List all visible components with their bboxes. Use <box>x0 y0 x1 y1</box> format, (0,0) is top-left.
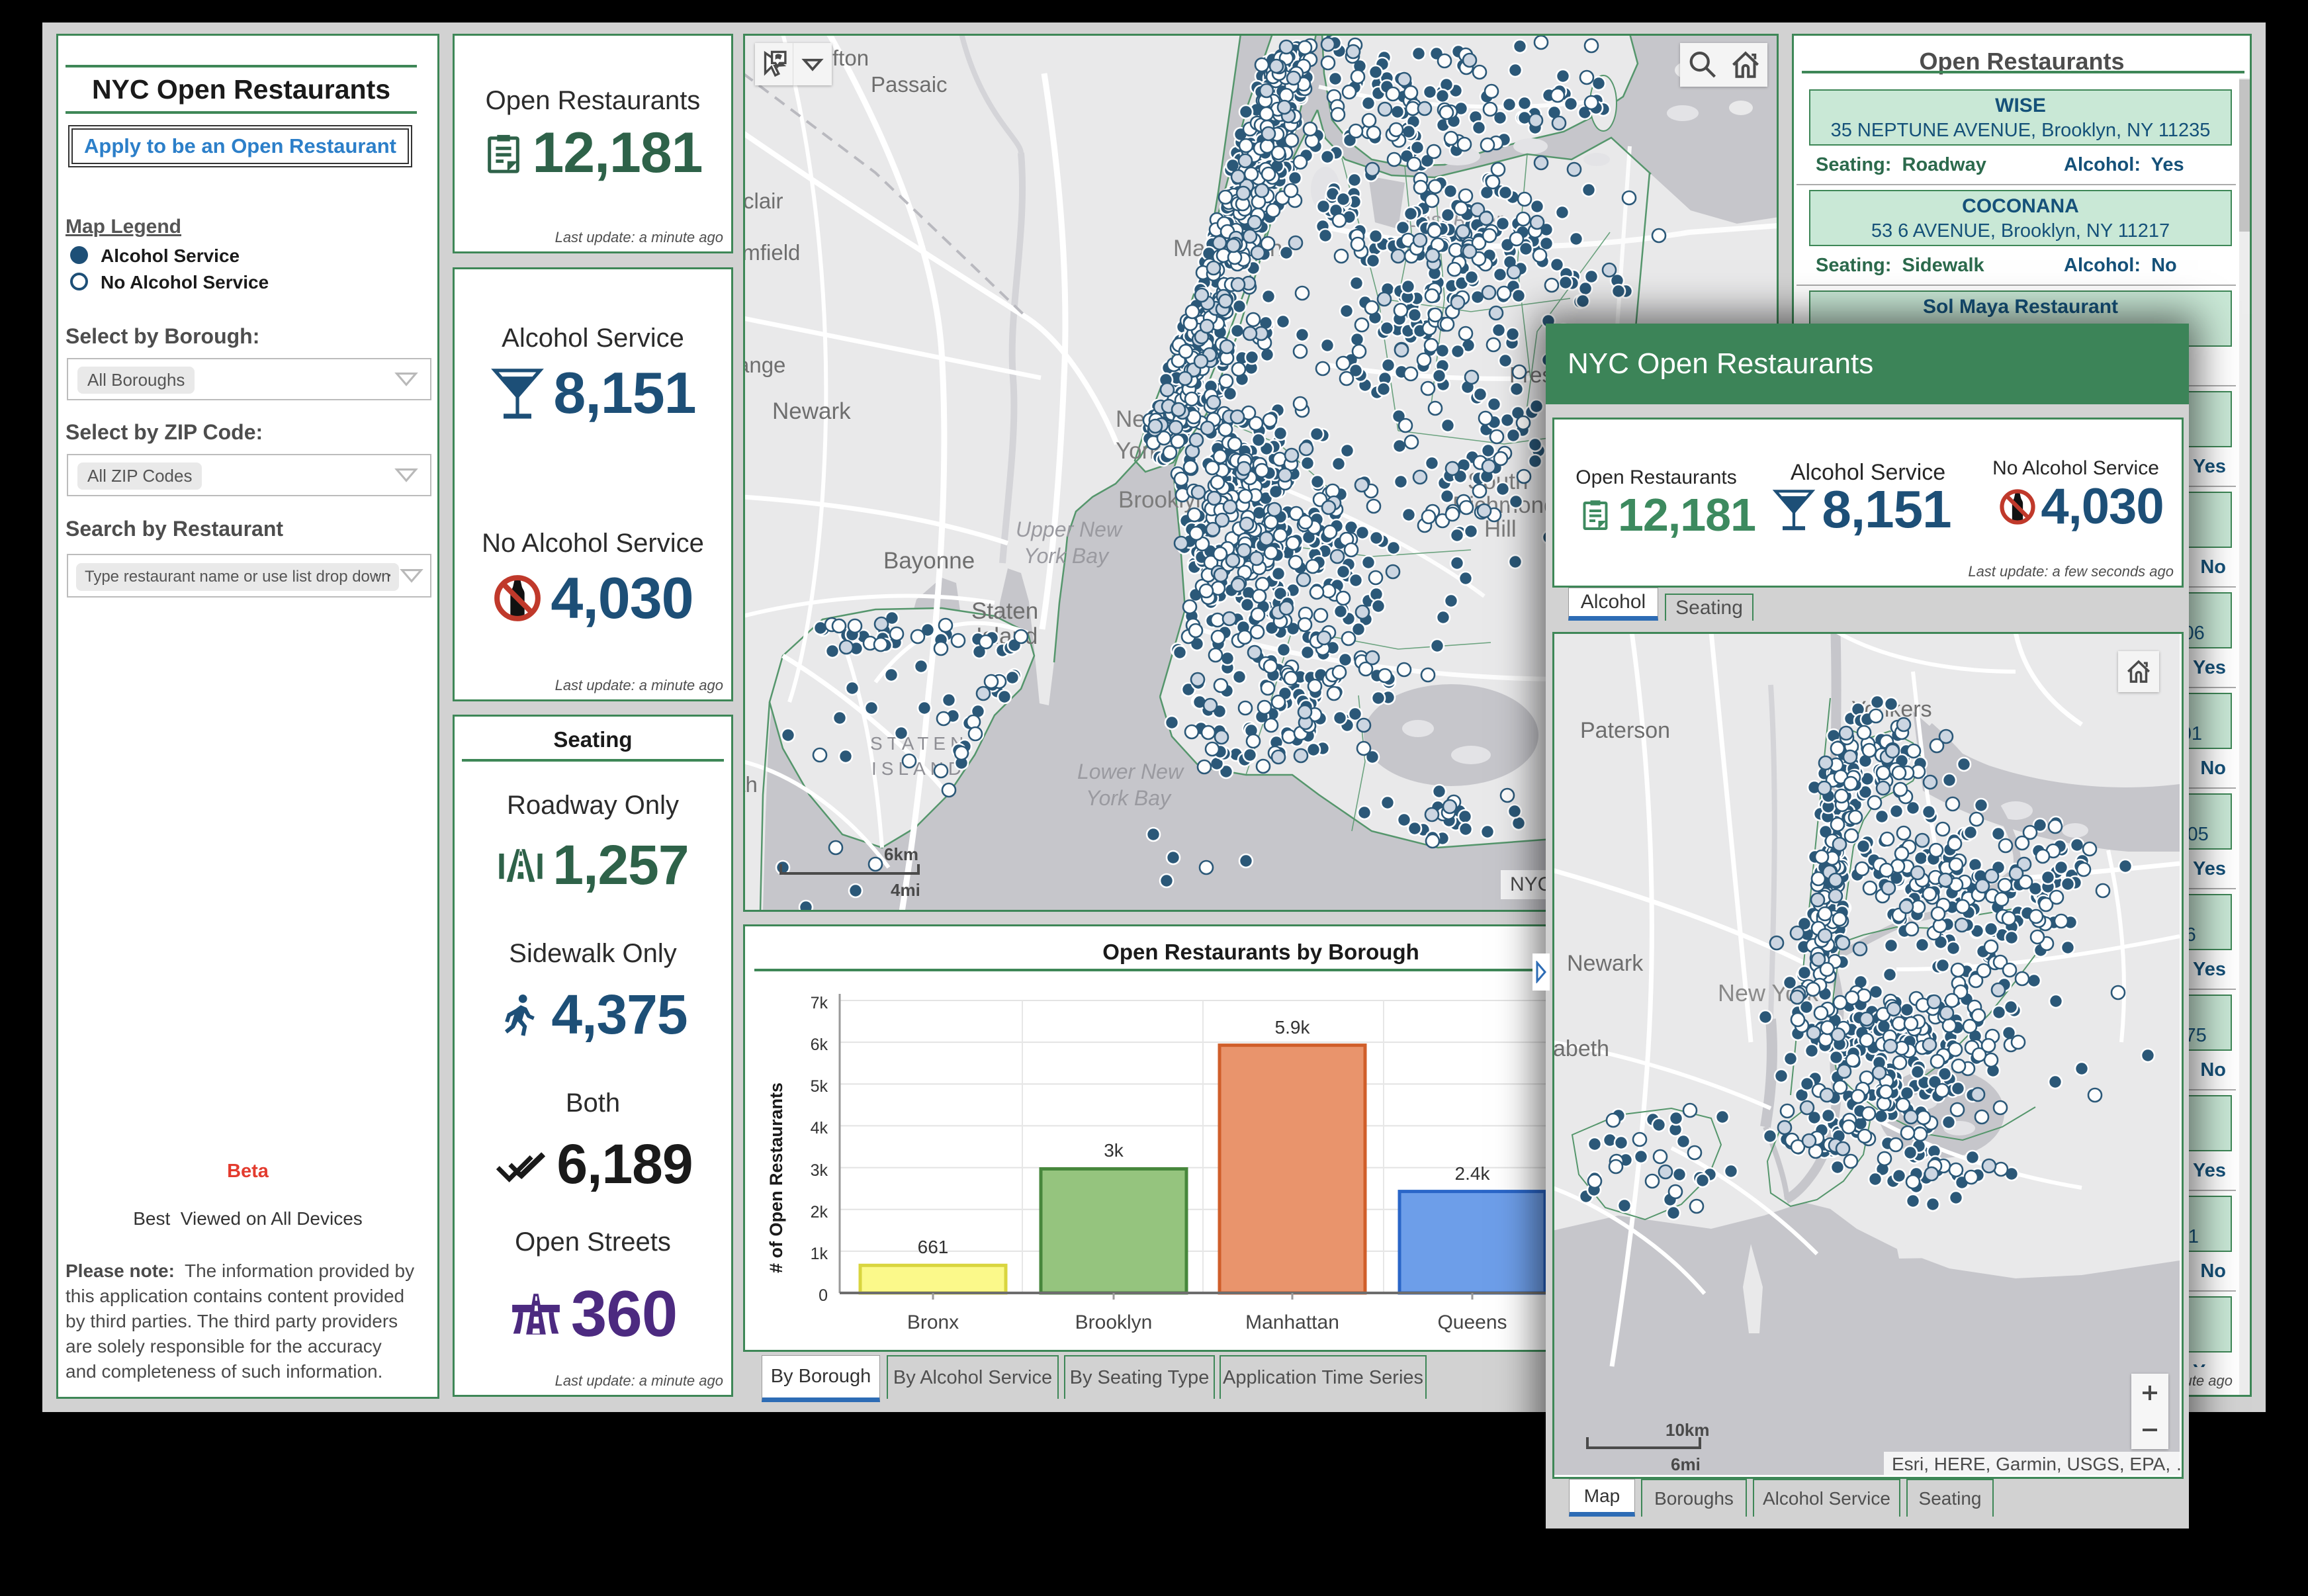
svg-text:York Bay: York Bay <box>1024 544 1110 568</box>
svg-text:Newark: Newark <box>1567 951 1644 976</box>
svg-text:York Bay: York Bay <box>1086 786 1172 810</box>
svg-text:3k: 3k <box>811 1161 828 1180</box>
svg-text:Bayonne: Bayonne <box>883 548 975 574</box>
svg-text:range: range <box>743 353 785 377</box>
svg-text:Newark: Newark <box>772 398 851 424</box>
svg-text:Lower New: Lower New <box>1077 760 1184 783</box>
svg-text:Manhattan: Manhattan <box>1245 1311 1339 1333</box>
svg-text:5k: 5k <box>811 1077 828 1096</box>
svg-text:zabeth: zabeth <box>1552 1036 1609 1061</box>
svg-text:fton: fton <box>832 46 869 70</box>
svg-text:2k: 2k <box>811 1203 828 1221</box>
svg-text:1k: 1k <box>811 1245 828 1263</box>
svg-text:4k: 4k <box>811 1119 828 1137</box>
svg-text:6k: 6k <box>811 1036 828 1054</box>
svg-text:3k: 3k <box>1104 1140 1124 1161</box>
svg-text:Passaic: Passaic <box>871 72 948 97</box>
svg-text:Staten: Staten <box>971 598 1038 624</box>
svg-text:clair: clair <box>743 189 783 213</box>
svg-text:STATEN: STATEN <box>870 733 968 754</box>
svg-text:ISLAND: ISLAND <box>871 758 966 779</box>
svg-text:Bronx: Bronx <box>907 1311 959 1333</box>
svg-text:Queens: Queens <box>1437 1311 1507 1333</box>
svg-text:7k: 7k <box>811 994 828 1012</box>
svg-text:eth: eth <box>743 772 758 797</box>
svg-text:omfield: omfield <box>743 240 800 265</box>
svg-text:Paterson: Paterson <box>1580 718 1670 743</box>
svg-text:# of Open Restaurants: # of Open Restaurants <box>766 1083 786 1273</box>
svg-text:2.4k: 2.4k <box>1455 1163 1491 1184</box>
svg-text:5.9k: 5.9k <box>1275 1017 1311 1038</box>
svg-text:Upper New: Upper New <box>1016 517 1123 541</box>
svg-text:661: 661 <box>918 1237 949 1257</box>
svg-text:0: 0 <box>819 1286 828 1305</box>
svg-text:Brooklyn: Brooklyn <box>1075 1311 1153 1333</box>
